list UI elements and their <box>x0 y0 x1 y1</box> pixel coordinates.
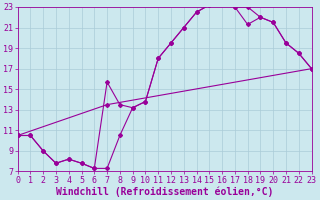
X-axis label: Windchill (Refroidissement éolien,°C): Windchill (Refroidissement éolien,°C) <box>56 186 273 197</box>
